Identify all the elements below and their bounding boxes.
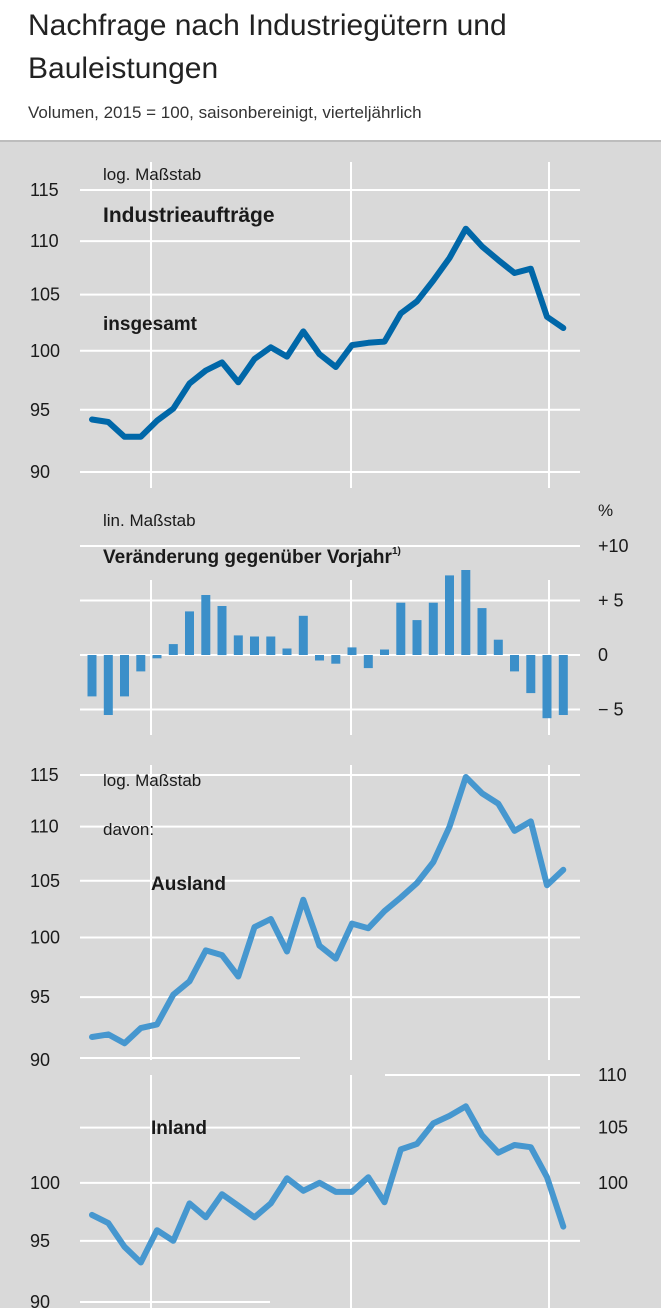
chart-panel — [0, 142, 661, 1308]
y-tick-label: 115 — [30, 180, 59, 200]
bar — [493, 639, 503, 655]
series-line-ausland — [89, 774, 567, 1047]
y-tick-label: 90 — [30, 462, 50, 482]
panel2-scale-note: lin. Maßstab — [103, 511, 196, 530]
y-tick-label-left: 90 — [30, 1292, 50, 1308]
panel2-bars — [87, 570, 568, 719]
bar — [168, 644, 178, 655]
y-tick-label-left: 100 — [30, 1173, 60, 1193]
y-tick-label: 95 — [30, 400, 50, 420]
bar — [380, 649, 389, 655]
panel2-y-ticks: +10 + 5 0 − 5 — [598, 536, 629, 720]
panel1-title: Industrieaufträge — [103, 204, 275, 227]
bar — [445, 575, 454, 655]
header: Nachfrage nach Industriegütern und Baule… — [0, 0, 661, 142]
bar — [103, 655, 113, 715]
series-label-ausland: Ausland — [151, 874, 226, 895]
bar — [477, 608, 487, 655]
panel2-gridlines — [80, 545, 580, 735]
bar — [250, 636, 259, 655]
panel-veraenderung: +10 + 5 0 − 5 lin. Maßstab Veränderung gege… — [80, 501, 629, 735]
bar — [331, 655, 341, 664]
panel-ausland: 115 110 105 100 95 90 log. Maßstab davon: Aus… — [30, 765, 580, 1070]
bar — [347, 647, 357, 655]
y-tick-label: 100 — [30, 927, 60, 947]
bar — [542, 655, 552, 719]
panel4-gridlines — [80, 1074, 580, 1308]
y-tick-label: − 5 — [598, 700, 624, 720]
bar — [120, 655, 129, 697]
series-line-inland — [89, 1103, 567, 1266]
y-tick-label: 105 — [30, 285, 60, 305]
series-label-inland: Inland — [151, 1118, 207, 1139]
panel2-title: Veränderung gegenüber Vorjahr — [103, 547, 393, 568]
y-tick-label-right: 105 — [598, 1118, 628, 1138]
y-tick-label: 100 — [30, 341, 60, 361]
bar — [412, 620, 422, 655]
panel1-y-ticks: 115 110 105 100 95 90 — [30, 180, 60, 482]
panel3-y-ticks: 115 110 105 100 95 90 — [30, 765, 60, 1070]
bar — [526, 655, 536, 694]
panel3-scale-note: log. Maßstab — [103, 771, 201, 790]
y-tick-label: 95 — [30, 987, 50, 1007]
bar — [282, 648, 292, 655]
bar — [396, 602, 406, 655]
bar — [233, 635, 243, 655]
panel-inland: 100 95 90 110 105 100 Inland — [30, 1065, 628, 1308]
panel2-unit: % — [598, 501, 613, 520]
page-title: Nachfrage nach Industriegütern und Baule… — [28, 9, 507, 85]
panel4-y-ticks: 100 95 90 110 105 100 — [30, 1065, 628, 1308]
y-tick-label-right: 110 — [598, 1065, 627, 1085]
bar — [217, 606, 227, 656]
bar — [510, 655, 519, 672]
panel-industrieauftraege: 115 110 105 100 95 90 log. Maßstab Industriea… — [30, 162, 580, 488]
y-tick-label: 115 — [30, 765, 59, 785]
bar — [298, 615, 308, 655]
y-tick-label: 110 — [30, 231, 59, 251]
panel1-scale-note: log. Maßstab — [103, 165, 201, 184]
y-tick-label: + 5 — [598, 591, 624, 611]
bar — [185, 611, 194, 655]
series-label-insgesamt: insgesamt — [103, 314, 198, 335]
bar — [87, 655, 97, 697]
y-tick-label-left: 95 — [30, 1231, 50, 1251]
bar — [201, 595, 211, 655]
bar — [315, 655, 324, 661]
y-tick-label: 90 — [30, 1050, 50, 1070]
y-tick-label: +10 — [598, 536, 629, 556]
y-tick-label-right: 100 — [598, 1173, 628, 1193]
header-divider — [0, 140, 661, 142]
page-subtitle: Volumen, 2015 = 100, saisonbereinigt, vi… — [28, 103, 422, 122]
bar — [152, 655, 162, 659]
bar — [136, 655, 146, 672]
panel2-title-group: Veränderung gegenüber Vorjahr1) — [103, 546, 401, 568]
bar — [428, 602, 438, 655]
panel2-footnote-mark: 1) — [392, 546, 401, 557]
bar — [363, 655, 373, 669]
bar — [558, 655, 568, 715]
y-tick-label: 110 — [30, 817, 59, 837]
y-tick-label: 0 — [598, 645, 608, 665]
bar — [461, 570, 471, 655]
panel3-gridlines — [80, 765, 580, 1060]
panel1-gridlines — [80, 162, 580, 488]
series-line-insgesamt — [89, 225, 567, 440]
bar — [266, 636, 276, 655]
y-tick-label: 105 — [30, 871, 60, 891]
panel3-davon-label: davon: — [103, 820, 154, 839]
